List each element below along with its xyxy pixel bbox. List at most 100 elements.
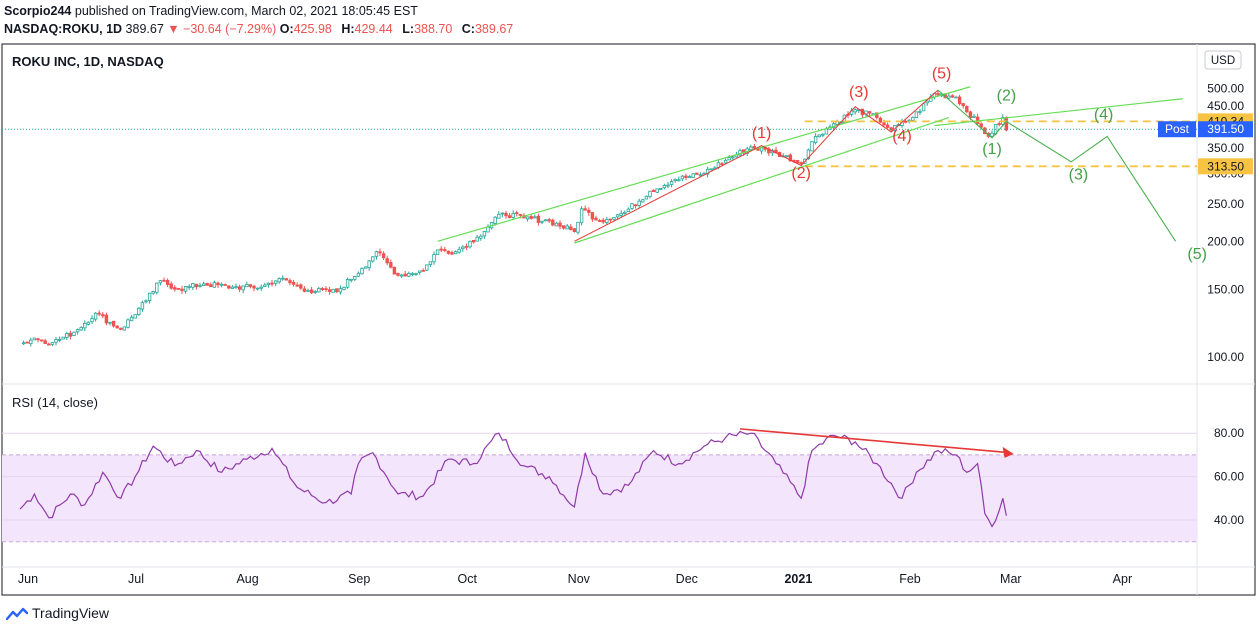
candle <box>903 119 908 124</box>
candle-body <box>39 339 44 342</box>
candle <box>237 284 242 293</box>
candle-body <box>223 284 227 286</box>
candle <box>975 113 980 126</box>
candle <box>626 207 631 213</box>
candle-body <box>428 261 433 265</box>
candle <box>399 273 404 278</box>
candle <box>147 292 152 304</box>
candle <box>345 277 350 289</box>
candle <box>169 281 173 290</box>
wave-count-green: (3) <box>1069 166 1089 183</box>
candle-body <box>911 117 915 121</box>
last-price-tag <box>1198 121 1253 138</box>
candle-body <box>396 272 400 276</box>
candle <box>327 286 332 295</box>
candle-body <box>29 339 33 344</box>
candle-body <box>50 342 55 345</box>
candle <box>947 93 951 100</box>
candle-body <box>914 111 919 119</box>
candle <box>140 300 145 312</box>
candle <box>47 342 51 346</box>
candle <box>648 190 652 199</box>
candle <box>119 327 123 331</box>
candle <box>342 286 346 291</box>
time-tick-label: Feb <box>899 572 921 586</box>
candle-body <box>597 220 602 222</box>
candle <box>425 264 429 272</box>
candle-body <box>183 286 188 292</box>
candle-body <box>212 282 217 288</box>
candle-body <box>655 188 659 193</box>
candle-body <box>543 219 548 222</box>
candle-body <box>284 278 289 281</box>
candle-body <box>684 175 688 179</box>
candle-body <box>630 203 634 209</box>
candle-body <box>151 291 155 294</box>
candle-body <box>482 231 487 237</box>
candle <box>108 321 112 326</box>
candle-body <box>936 93 940 96</box>
candle-body <box>385 258 389 264</box>
candle-body <box>795 160 800 164</box>
candle <box>374 250 379 260</box>
footer-brand[interactable]: TradingView <box>6 603 109 623</box>
candle <box>954 96 958 99</box>
currency-label: USD <box>1211 55 1235 67</box>
rsi-divergence-arrowhead <box>1002 446 1014 458</box>
candle <box>25 341 29 344</box>
candle <box>605 216 609 225</box>
candle-body <box>579 208 584 224</box>
candle-body <box>551 219 555 226</box>
candle-body <box>79 327 83 331</box>
candle-body <box>331 288 335 293</box>
candle-body <box>374 251 379 257</box>
candle <box>83 320 87 332</box>
candle-body <box>234 286 238 289</box>
candle <box>291 279 296 287</box>
candle <box>302 286 307 293</box>
candle-body <box>875 112 879 118</box>
candle-body <box>291 281 296 285</box>
candle-body <box>651 189 656 193</box>
candle <box>122 326 127 331</box>
price-tick-label: 500.00 <box>1207 81 1244 95</box>
candle-body <box>288 280 292 284</box>
wave-count-red: (1) <box>752 125 772 142</box>
candle-body <box>327 289 332 292</box>
candle <box>727 155 731 161</box>
candle <box>651 189 656 193</box>
candle-body <box>662 185 667 189</box>
candle-body <box>885 124 890 128</box>
candle-body <box>587 209 591 213</box>
candle <box>443 246 447 253</box>
candle <box>417 270 422 275</box>
candle <box>97 310 101 317</box>
candle <box>461 245 465 252</box>
candle-body <box>727 157 731 161</box>
candle <box>853 108 857 115</box>
candle <box>216 281 220 288</box>
chart-title: ROKU INC, 1D, NASDAQ <box>12 54 164 69</box>
candle-body <box>93 312 98 320</box>
candle <box>266 282 271 288</box>
candle <box>435 249 440 256</box>
trend-channel-line <box>574 116 949 244</box>
candle-body <box>353 276 357 280</box>
candle-body <box>486 226 490 233</box>
candle <box>86 321 91 326</box>
candle <box>450 250 454 255</box>
candle-body <box>687 176 692 179</box>
currency-badge[interactable]: USD <box>1204 50 1242 70</box>
candle-body <box>32 337 37 341</box>
candle <box>533 214 537 219</box>
candle <box>630 202 634 210</box>
candle-body <box>561 225 566 229</box>
candle <box>878 116 883 124</box>
candle-body <box>648 190 652 198</box>
candle-body <box>162 279 166 282</box>
wave-count-green: (2) <box>997 88 1017 105</box>
candle-body <box>299 284 303 289</box>
author-name[interactable]: Scorpio244 <box>4 4 72 18</box>
candle <box>90 315 94 325</box>
